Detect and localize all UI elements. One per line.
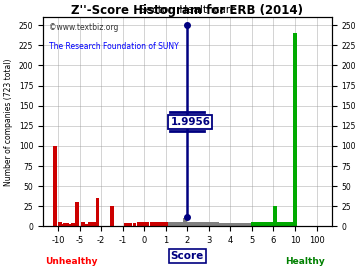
Bar: [194, 222, 197, 227]
Bar: [201, 222, 205, 227]
Bar: [165, 222, 169, 227]
Bar: [204, 222, 208, 227]
Bar: [291, 222, 294, 227]
Bar: [280, 222, 283, 227]
Text: ©www.textbiz.org: ©www.textbiz.org: [49, 23, 118, 32]
X-axis label: Score: Score: [171, 251, 204, 261]
Bar: [58, 222, 62, 227]
Bar: [240, 223, 244, 227]
Text: Sector: Healthcare: Sector: Healthcare: [139, 5, 236, 15]
Bar: [258, 222, 262, 227]
Bar: [110, 206, 114, 227]
Bar: [222, 223, 226, 227]
Bar: [215, 222, 219, 227]
Bar: [277, 222, 281, 227]
Bar: [265, 222, 269, 227]
Text: Unhealthy: Unhealthy: [45, 257, 97, 266]
Bar: [154, 222, 158, 227]
Bar: [230, 223, 233, 227]
Text: 1.9956: 1.9956: [170, 117, 210, 127]
Bar: [247, 223, 251, 227]
Bar: [168, 222, 172, 227]
Bar: [219, 223, 222, 227]
Bar: [262, 222, 266, 227]
Bar: [233, 223, 237, 227]
Bar: [67, 224, 71, 227]
Bar: [95, 198, 99, 227]
Bar: [145, 222, 149, 227]
Text: The Research Foundation of SUNY: The Research Foundation of SUNY: [49, 42, 179, 51]
Bar: [92, 222, 96, 227]
Bar: [53, 146, 57, 227]
Bar: [85, 224, 89, 227]
Bar: [172, 222, 176, 227]
Bar: [176, 222, 180, 227]
Bar: [251, 222, 255, 227]
Bar: [128, 223, 132, 227]
Bar: [208, 222, 212, 227]
Bar: [212, 222, 216, 227]
Bar: [186, 222, 190, 227]
Bar: [255, 222, 258, 227]
Text: Healthy: Healthy: [285, 257, 324, 266]
Y-axis label: Number of companies (723 total): Number of companies (723 total): [4, 58, 13, 185]
Bar: [63, 223, 67, 227]
Bar: [158, 222, 162, 227]
Bar: [141, 222, 145, 227]
Bar: [293, 166, 297, 227]
Bar: [124, 223, 128, 227]
Bar: [60, 224, 64, 227]
Bar: [244, 223, 248, 227]
Bar: [226, 223, 230, 227]
Bar: [69, 224, 73, 227]
Bar: [161, 222, 165, 227]
Bar: [76, 202, 79, 227]
Bar: [150, 222, 154, 227]
Bar: [293, 186, 297, 227]
Bar: [73, 223, 77, 227]
Bar: [89, 222, 92, 227]
Bar: [132, 223, 136, 227]
Title: Z''-Score Histogram for ERB (2014): Z''-Score Histogram for ERB (2014): [71, 4, 303, 17]
Bar: [273, 206, 277, 227]
Bar: [137, 222, 141, 227]
Bar: [282, 222, 286, 227]
Bar: [81, 222, 85, 227]
Bar: [190, 222, 194, 227]
Bar: [71, 223, 75, 227]
Bar: [269, 222, 273, 227]
Bar: [293, 33, 297, 227]
Bar: [65, 223, 68, 227]
Bar: [183, 218, 186, 227]
Bar: [197, 222, 201, 227]
Bar: [288, 222, 292, 227]
Bar: [285, 222, 289, 227]
Bar: [237, 223, 240, 227]
Bar: [179, 222, 183, 227]
